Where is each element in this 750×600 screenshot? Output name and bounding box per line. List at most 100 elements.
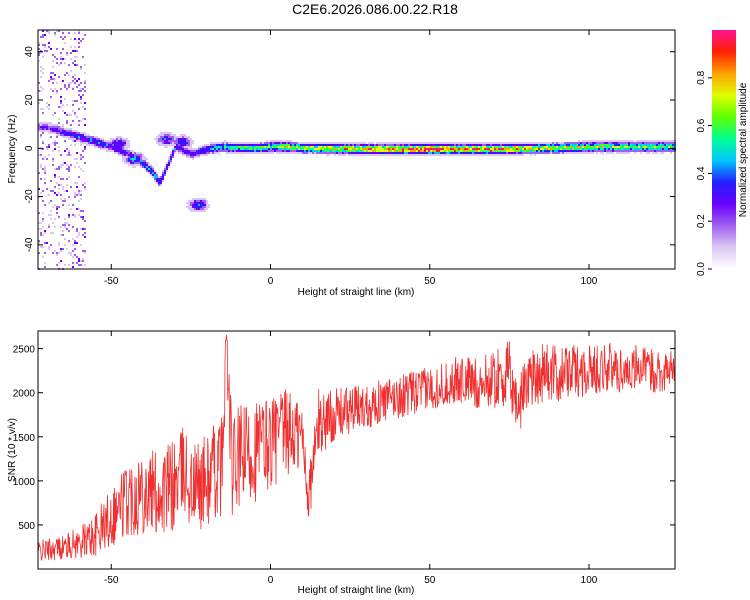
heatmap-cell [164,136,166,138]
heatmap-cell [172,144,174,146]
heatmap-cell [42,112,44,114]
heatmap-cell [348,144,350,146]
heatmap-cell [126,140,128,142]
heatmap-cell [612,146,614,148]
heatmap-cell [262,146,264,148]
heatmap-cell [110,138,112,140]
heatmap-cell [360,154,362,156]
heatmap-cell [162,180,164,182]
heatmap-cell [74,74,76,76]
heatmap-cell [342,148,344,150]
heatmap-cell [52,90,54,92]
heatmap-cell [378,148,380,150]
heatmap-cell [222,142,224,144]
heatmap-cell [290,142,292,144]
heatmap-cell [144,166,146,168]
heatmap-cell [86,134,88,136]
heatmap-cell [656,142,658,144]
heatmap-cell [66,148,68,150]
heatmap-cell [580,152,582,154]
heatmap-cell [502,148,504,150]
heatmap-cell [456,154,458,156]
heatmap-cell [654,150,656,152]
heatmap-cell [362,144,364,146]
heatmap-cell [354,142,356,144]
heatmap-cell [86,144,88,146]
heatmap-cell [620,140,622,142]
heatmap-cell [54,250,56,252]
heatmap-cell [188,208,190,210]
heatmap-cell [76,56,78,58]
heatmap-cell [558,152,560,154]
heatmap-cell [652,146,654,148]
heatmap-cell [432,144,434,146]
heatmap-cell [282,150,284,152]
heatmap-cell [194,148,196,150]
heatmap-cell [224,144,226,146]
heatmap-cell [510,146,512,148]
heatmap-cell [438,152,440,154]
heatmap-cell [144,156,146,158]
heatmap-cell [450,154,452,156]
heatmap-cell [50,244,52,246]
heatmap-cell [94,142,96,144]
heatmap-cell [276,146,278,148]
heatmap-cell [272,146,274,148]
heatmap-cell [202,144,204,146]
heatmap-cell [204,148,206,150]
heatmap-cell [80,82,82,84]
heatmap-cell [132,162,134,164]
heatmap-cell [538,152,540,154]
heatmap-cell [138,164,140,166]
heatmap-cell [576,148,578,150]
heatmap-cell [506,142,508,144]
heatmap-cell [48,224,50,226]
heatmap-cell [404,142,406,144]
heatmap-cell [48,202,50,204]
heatmap-cell [100,140,102,142]
heatmap-cell [170,138,172,140]
heatmap-cell [166,142,168,144]
heatmap-cell [388,144,390,146]
heatmap-cell [602,144,604,146]
heatmap-cell [208,206,210,208]
heatmap-cell [530,142,532,144]
heatmap-cell [634,152,636,154]
heatmap-cell [102,146,104,148]
heatmap-cell [64,150,66,152]
heatmap-cell [76,262,78,264]
heatmap-cell [446,142,448,144]
heatmap-cell [84,102,86,104]
heatmap-cell [336,146,338,148]
heatmap-cell [188,150,190,152]
heatmap-cell [342,150,344,152]
heatmap-cell [170,158,172,160]
heatmap-cell [48,154,50,156]
heatmap-cell [74,240,76,242]
heatmap-cell [118,136,120,138]
heatmap-cell [548,144,550,146]
heatmap-cell [490,154,492,156]
heatmap-cell [516,146,518,148]
heatmap-cell [54,218,56,220]
heatmap-cell [84,34,86,36]
heatmap-cell [128,154,130,156]
heatmap-cell [334,152,336,154]
heatmap-cell [638,146,640,148]
heatmap-cell [606,140,608,142]
heatmap-cell [524,144,526,146]
heatmap-cell [154,172,156,174]
heatmap-cell [202,208,204,210]
heatmap-cell [70,46,72,48]
heatmap-cell [250,152,252,154]
heatmap-cell [40,134,42,136]
heatmap-cell [580,142,582,144]
heatmap-cell [380,144,382,146]
heatmap-cell [510,154,512,156]
heatmap-cell [380,152,382,154]
heatmap-cell [464,142,466,144]
heatmap-cell [128,150,130,152]
heatmap-cell [150,170,152,172]
heatmap-cell [170,156,172,158]
heatmap-cell [82,216,84,218]
